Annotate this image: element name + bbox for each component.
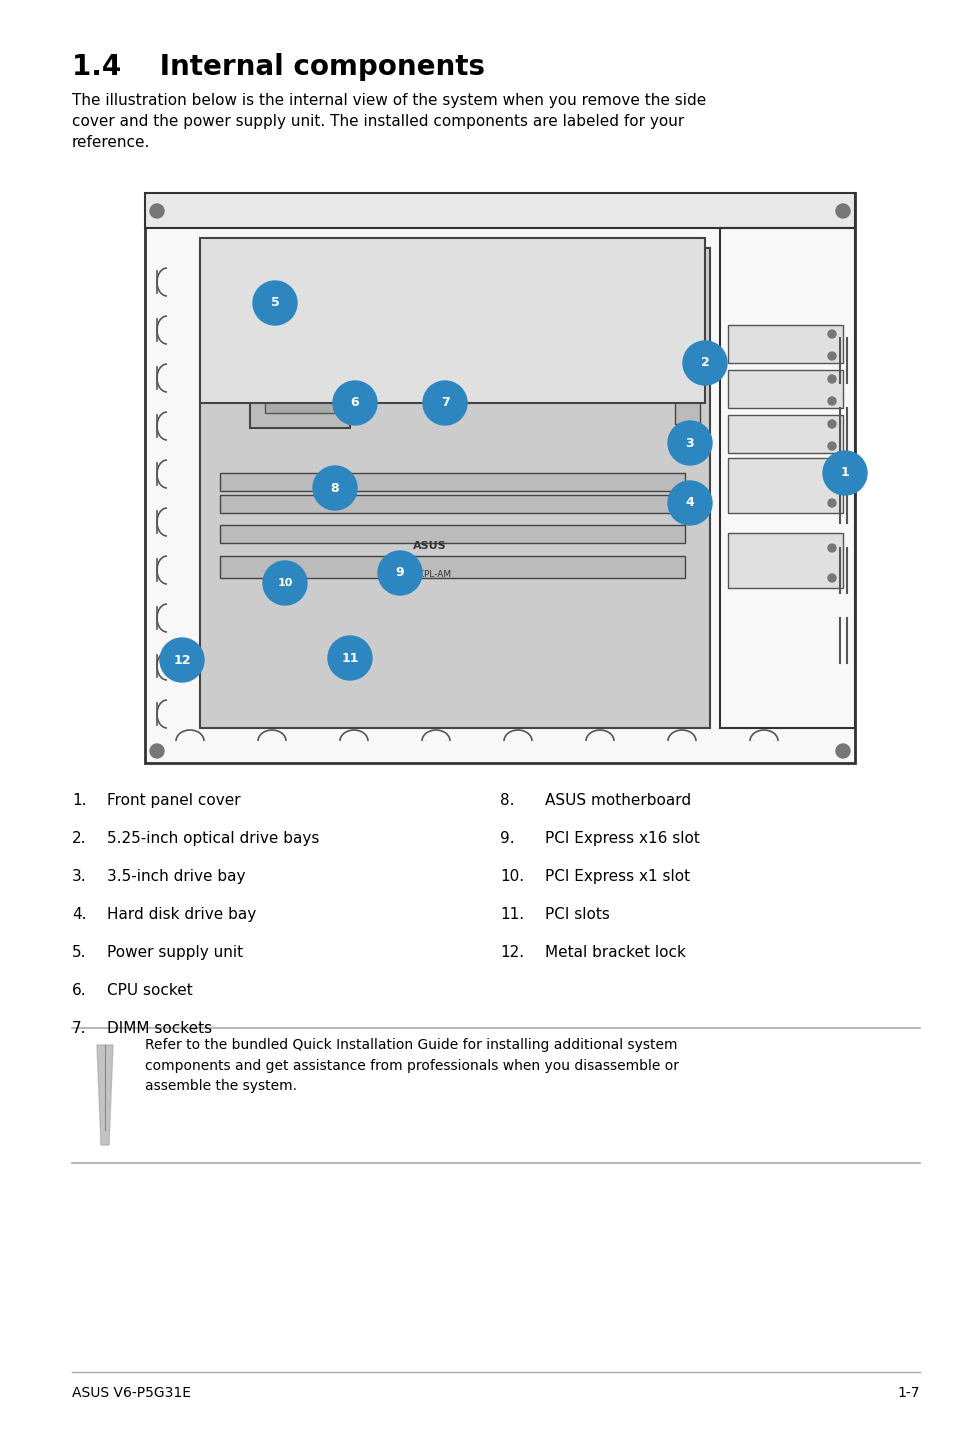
FancyBboxPatch shape	[250, 334, 350, 429]
Circle shape	[160, 638, 204, 682]
Text: 9.: 9.	[499, 831, 514, 846]
Text: PCI Express x1 slot: PCI Express x1 slot	[544, 869, 689, 884]
Circle shape	[328, 636, 372, 680]
Text: 11: 11	[341, 651, 358, 664]
FancyBboxPatch shape	[220, 525, 684, 544]
Text: P5KPL-AM: P5KPL-AM	[407, 569, 451, 580]
Circle shape	[827, 469, 835, 477]
Circle shape	[150, 204, 164, 219]
Circle shape	[150, 743, 164, 758]
Circle shape	[667, 421, 711, 464]
FancyBboxPatch shape	[220, 557, 684, 578]
FancyBboxPatch shape	[727, 370, 842, 408]
Circle shape	[835, 743, 849, 758]
Text: 12.: 12.	[499, 945, 523, 961]
Text: 8: 8	[331, 482, 339, 495]
Text: Front panel cover: Front panel cover	[107, 792, 240, 808]
Circle shape	[333, 381, 376, 426]
Text: Hard disk drive bay: Hard disk drive bay	[107, 907, 256, 922]
Text: 2: 2	[700, 357, 709, 370]
FancyBboxPatch shape	[220, 473, 684, 490]
Text: 1: 1	[840, 466, 848, 479]
FancyBboxPatch shape	[675, 394, 700, 424]
FancyBboxPatch shape	[265, 348, 335, 413]
Circle shape	[827, 574, 835, 582]
Circle shape	[422, 381, 467, 426]
Circle shape	[827, 352, 835, 360]
Text: 6.: 6.	[71, 984, 87, 998]
Text: 11.: 11.	[499, 907, 523, 922]
FancyBboxPatch shape	[145, 193, 854, 229]
Text: 3.: 3.	[71, 869, 87, 884]
Circle shape	[827, 441, 835, 450]
Text: 1-7: 1-7	[897, 1386, 919, 1401]
Circle shape	[827, 397, 835, 406]
Polygon shape	[97, 1045, 112, 1145]
Text: 2.: 2.	[71, 831, 87, 846]
Text: 12: 12	[173, 653, 191, 666]
Circle shape	[827, 329, 835, 338]
Text: PCI slots: PCI slots	[544, 907, 609, 922]
FancyBboxPatch shape	[200, 247, 709, 728]
Circle shape	[263, 561, 307, 605]
Text: 1.: 1.	[71, 792, 87, 808]
Circle shape	[822, 452, 866, 495]
Text: 1.4    Internal components: 1.4 Internal components	[71, 53, 484, 81]
Text: PCI Express x16 slot: PCI Express x16 slot	[544, 831, 700, 846]
Circle shape	[827, 420, 835, 429]
Circle shape	[667, 480, 711, 525]
Circle shape	[253, 280, 296, 325]
FancyBboxPatch shape	[220, 495, 684, 513]
Circle shape	[377, 551, 421, 595]
Text: Power supply unit: Power supply unit	[107, 945, 243, 961]
Text: DIMM sockets: DIMM sockets	[107, 1021, 212, 1035]
FancyBboxPatch shape	[727, 457, 842, 513]
Text: CPU socket: CPU socket	[107, 984, 193, 998]
Circle shape	[827, 375, 835, 383]
Text: 7: 7	[440, 397, 449, 410]
Text: 3: 3	[685, 437, 694, 450]
Text: 10: 10	[277, 578, 293, 588]
Text: 6: 6	[351, 397, 359, 410]
Text: 4: 4	[685, 496, 694, 509]
Text: Refer to the bundled Quick Installation Guide for installing additional system
c: Refer to the bundled Quick Installation …	[145, 1038, 679, 1093]
Text: 5.25-inch optical drive bays: 5.25-inch optical drive bays	[107, 831, 319, 846]
FancyBboxPatch shape	[145, 193, 854, 764]
Text: 8.: 8.	[499, 792, 514, 808]
Text: 10.: 10.	[499, 869, 523, 884]
Text: Metal bracket lock: Metal bracket lock	[544, 945, 685, 961]
Circle shape	[313, 466, 356, 510]
FancyBboxPatch shape	[727, 533, 842, 588]
Text: 3.5-inch drive bay: 3.5-inch drive bay	[107, 869, 245, 884]
FancyBboxPatch shape	[200, 239, 704, 403]
Text: ASUS motherboard: ASUS motherboard	[544, 792, 690, 808]
Text: 7.: 7.	[71, 1021, 87, 1035]
Circle shape	[835, 204, 849, 219]
Circle shape	[827, 544, 835, 552]
Text: 9: 9	[395, 567, 404, 580]
FancyBboxPatch shape	[727, 416, 842, 453]
Text: ASUS: ASUS	[413, 541, 446, 551]
Text: The illustration below is the internal view of the system when you remove the si: The illustration below is the internal v…	[71, 93, 705, 150]
Text: 5: 5	[271, 296, 279, 309]
Circle shape	[827, 499, 835, 508]
FancyBboxPatch shape	[675, 318, 700, 348]
Text: 5.: 5.	[71, 945, 87, 961]
Circle shape	[682, 341, 726, 385]
FancyBboxPatch shape	[675, 357, 700, 385]
Text: ASUS V6-P5G31E: ASUS V6-P5G31E	[71, 1386, 191, 1401]
Text: 4.: 4.	[71, 907, 87, 922]
FancyBboxPatch shape	[727, 325, 842, 362]
